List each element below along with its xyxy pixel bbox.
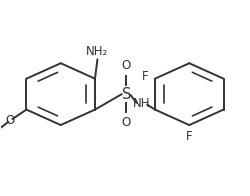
Text: F: F <box>186 130 192 143</box>
Text: O: O <box>122 59 131 72</box>
Text: NH: NH <box>133 97 150 110</box>
Text: S: S <box>122 87 131 102</box>
Text: O: O <box>6 114 15 127</box>
Text: O: O <box>122 116 131 129</box>
Text: F: F <box>142 70 149 83</box>
Text: NH₂: NH₂ <box>86 45 108 58</box>
